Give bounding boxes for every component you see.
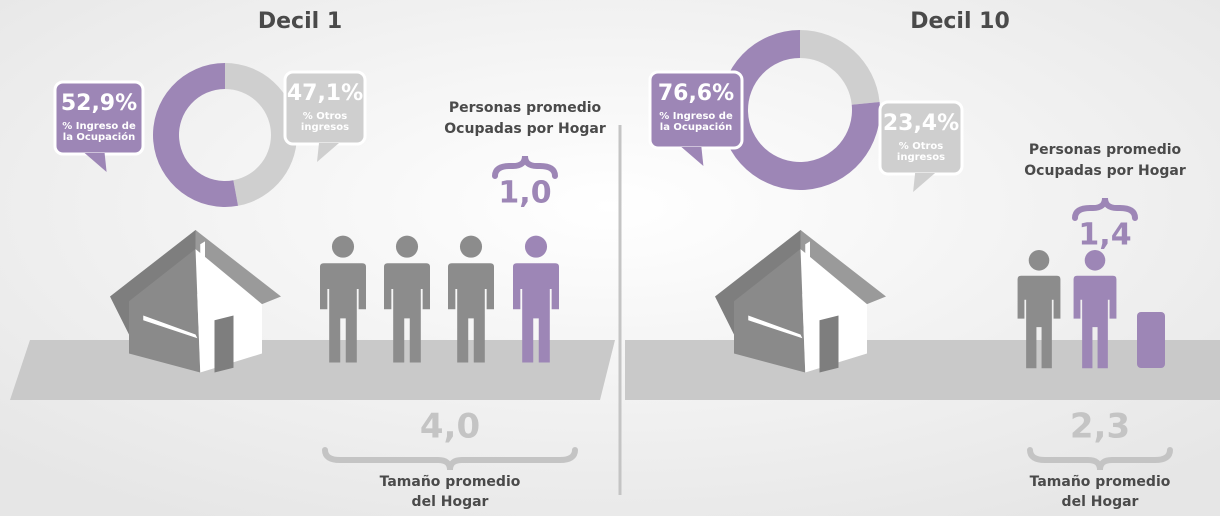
- callout-label: la Ocupación: [63, 131, 135, 143]
- callout-value: 76,6%: [658, 81, 734, 106]
- callout-label: la Ocupación: [660, 121, 732, 133]
- occupied-label: Personas promedio: [449, 100, 602, 116]
- household-value: 2,3: [1070, 407, 1130, 447]
- household-value: 4,0: [420, 407, 480, 447]
- household-label: del Hogar: [1062, 494, 1139, 510]
- callout-label: ingresos: [301, 122, 349, 133]
- callout-value: 47,1%: [287, 81, 363, 106]
- infographic: Decil 152,9%% Ingreso dela Ocupación47,1…: [0, 0, 1220, 516]
- callout-value: 52,9%: [61, 91, 137, 116]
- occupied-label: Ocupadas por Hogar: [1024, 163, 1186, 179]
- household-label: del Hogar: [412, 494, 489, 510]
- child-icon: [1137, 312, 1165, 368]
- callout-label: % Ingreso de: [659, 111, 733, 122]
- occupied-label: Personas promedio: [1029, 142, 1182, 158]
- panel-title: Decil 10: [910, 9, 1010, 34]
- occupied-value: 1,4: [1078, 218, 1131, 253]
- occupied-value: 1,0: [498, 176, 551, 211]
- callout-label: % Otros: [303, 111, 348, 122]
- callout-label: ingresos: [897, 152, 945, 163]
- household-label: Tamaño promedio: [380, 474, 521, 490]
- callout-value: 23,4%: [883, 111, 959, 136]
- callout-label: % Ingreso de: [62, 121, 136, 132]
- panel-title: Decil 1: [258, 9, 342, 34]
- occupied-label: Ocupadas por Hogar: [444, 121, 606, 137]
- household-label: Tamaño promedio: [1030, 474, 1171, 490]
- floor: [625, 340, 1220, 400]
- callout-label: % Otros: [899, 141, 944, 152]
